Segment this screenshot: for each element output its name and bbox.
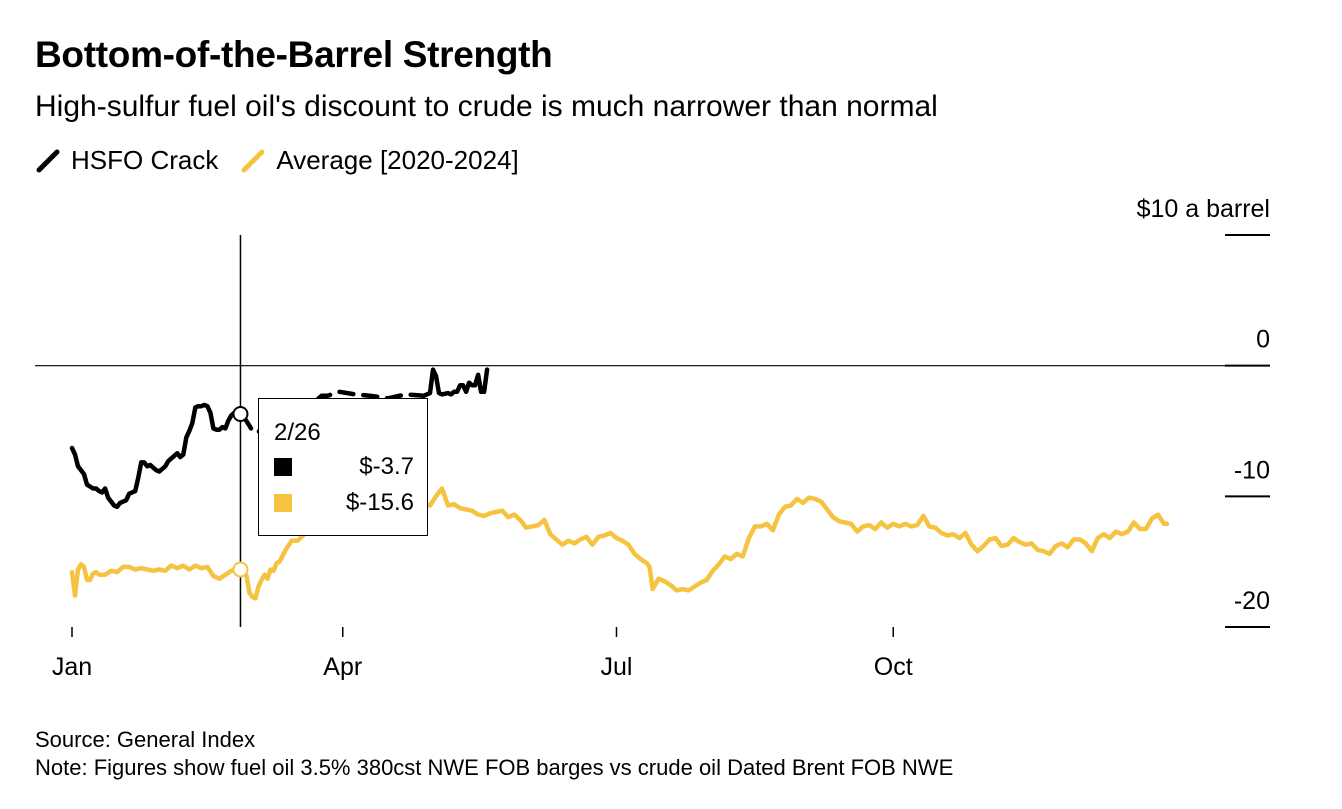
tooltip-swatch-hsfo [274,458,292,476]
tooltip-swatch-average [274,494,292,512]
tooltip-date: 2/26 [274,419,321,446]
series-line-hsfo-0 [69,402,246,510]
y-tick-label-2: -10 [1234,456,1270,484]
tooltip-value-average: $-15.6 [345,489,414,516]
legend-label-average: Average [2020-2024] [276,145,519,175]
y-tick-label-1: 0 [1256,326,1270,354]
series-line-hsfo-4 [421,367,490,398]
y-tick-label-0: $10 a barrel [1137,195,1270,223]
hover-marker-hsfo [232,406,249,423]
note-text: Note: Figures show fuel oil 3.5% 380cst … [35,755,954,780]
tooltip-value-hsfo: $-3.7 [359,453,414,480]
chart-subtitle: High-sulfur fuel oil's discount to crude… [35,90,938,123]
tooltip-row-average: $-15.6 [274,489,414,517]
x-tick-label-0: Jan [52,653,92,681]
legend-item-hsfo[interactable]: HSFO Crack [35,145,218,176]
chart-footer: Source: General Index Note: Figures show… [35,726,953,782]
x-tick-label-2: Jul [601,653,633,681]
legend-swatch-hsfo [36,149,60,172]
x-tick-label-1: Apr [323,653,362,681]
y-tick-label-3: -20 [1234,587,1270,615]
x-tick-label-3: Oct [874,653,913,681]
hover-marker-average [232,561,249,578]
source-text: Source: General Index [35,727,256,752]
hover-tooltip: 2/26 $-3.7 $-15.6 [258,398,428,536]
legend-item-average[interactable]: Average [2020-2024] [240,145,519,176]
chart-legend: HSFO Crack Average [2020-2024] [35,145,541,176]
series-line-hsfo-3 [277,389,427,430]
chart-title: Bottom-of-the-Barrel Strength [35,34,553,75]
series-line-average-0 [69,486,1170,601]
legend-label-hsfo: HSFO Crack [71,145,219,175]
legend-swatch-average [241,149,265,172]
tooltip-row-hsfo: $-3.7 [274,453,414,481]
